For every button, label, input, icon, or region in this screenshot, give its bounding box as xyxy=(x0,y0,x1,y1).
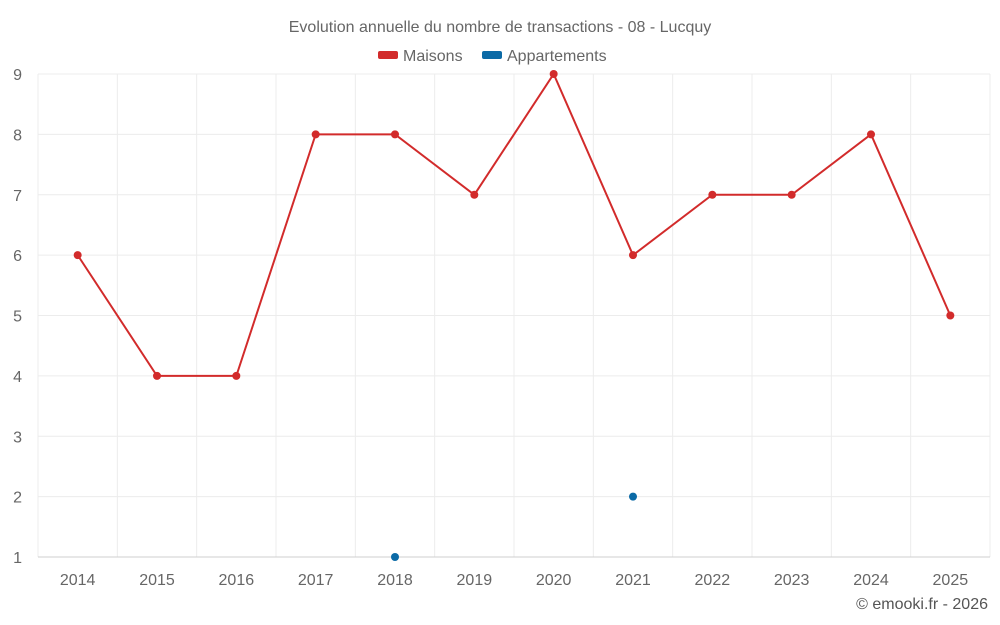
series-layer xyxy=(73,70,955,561)
data-point-maisons[interactable] xyxy=(946,311,955,320)
x-tick-label: 2024 xyxy=(853,572,889,589)
data-point-maisons[interactable] xyxy=(867,130,875,139)
legend-label-maisons: Maisons xyxy=(403,48,463,65)
data-point-maisons[interactable] xyxy=(153,371,161,380)
data-point-maisons[interactable] xyxy=(470,190,479,199)
x-tick-label: 2014 xyxy=(60,572,96,589)
y-tick-label: 7 xyxy=(13,188,22,205)
data-point-appartements[interactable] xyxy=(391,553,399,561)
y-tick-label: 2 xyxy=(13,490,22,507)
y-tick-label: 5 xyxy=(13,309,22,326)
x-tick-label: 2022 xyxy=(695,572,731,589)
legend-label-appartements: Appartements xyxy=(507,48,607,65)
y-tick-label: 8 xyxy=(13,127,22,144)
x-tick-label: 2020 xyxy=(536,572,572,589)
legend-item-appartements[interactable]: Appartements xyxy=(482,48,607,65)
x-tick-label: 2019 xyxy=(457,572,493,589)
legend-swatch-appartements xyxy=(482,51,502,59)
data-point-maisons[interactable] xyxy=(391,130,399,139)
y-tick-label: 3 xyxy=(13,429,22,446)
x-axis: 2014 2015 2016 2017 2018 2019 2020 2021 2022 2023… xyxy=(60,572,968,589)
x-tick-label: 2025 xyxy=(933,572,969,589)
data-point-maisons[interactable] xyxy=(73,251,82,260)
x-tick-label: 2016 xyxy=(219,572,255,589)
x-tick-label: 2021 xyxy=(615,572,651,589)
x-tick-label: 2017 xyxy=(298,572,334,589)
data-point-maisons[interactable] xyxy=(708,190,717,199)
x-tick-label: 2015 xyxy=(139,572,175,589)
y-tick-label: 6 xyxy=(13,248,22,265)
x-tick-label: 2023 xyxy=(774,572,810,589)
data-point-maisons[interactable] xyxy=(232,371,241,380)
y-tick-label: 9 xyxy=(13,67,22,84)
y-tick-label: 1 xyxy=(13,550,22,567)
data-point-maisons[interactable] xyxy=(549,70,558,78)
chart-title: Evolution annuelle du nombre de transact… xyxy=(289,19,711,36)
legend-swatch-maisons xyxy=(378,51,398,59)
data-point-appartements[interactable] xyxy=(629,492,637,501)
y-axis: 1 2 3 4 5 6 7 8 9 xyxy=(13,67,22,567)
data-point-maisons[interactable] xyxy=(787,190,796,199)
y-tick-label: 4 xyxy=(13,369,22,386)
data-point-maisons[interactable] xyxy=(311,130,320,139)
legend: Maisons Appartements xyxy=(378,48,607,65)
series-line-maisons xyxy=(76,71,952,377)
x-tick-label: 2018 xyxy=(377,572,413,589)
credit-text: © emooki.fr - 2026 xyxy=(856,596,988,613)
legend-item-maisons[interactable]: Maisons xyxy=(378,48,463,65)
data-point-maisons[interactable] xyxy=(629,251,637,260)
grid xyxy=(37,73,991,558)
